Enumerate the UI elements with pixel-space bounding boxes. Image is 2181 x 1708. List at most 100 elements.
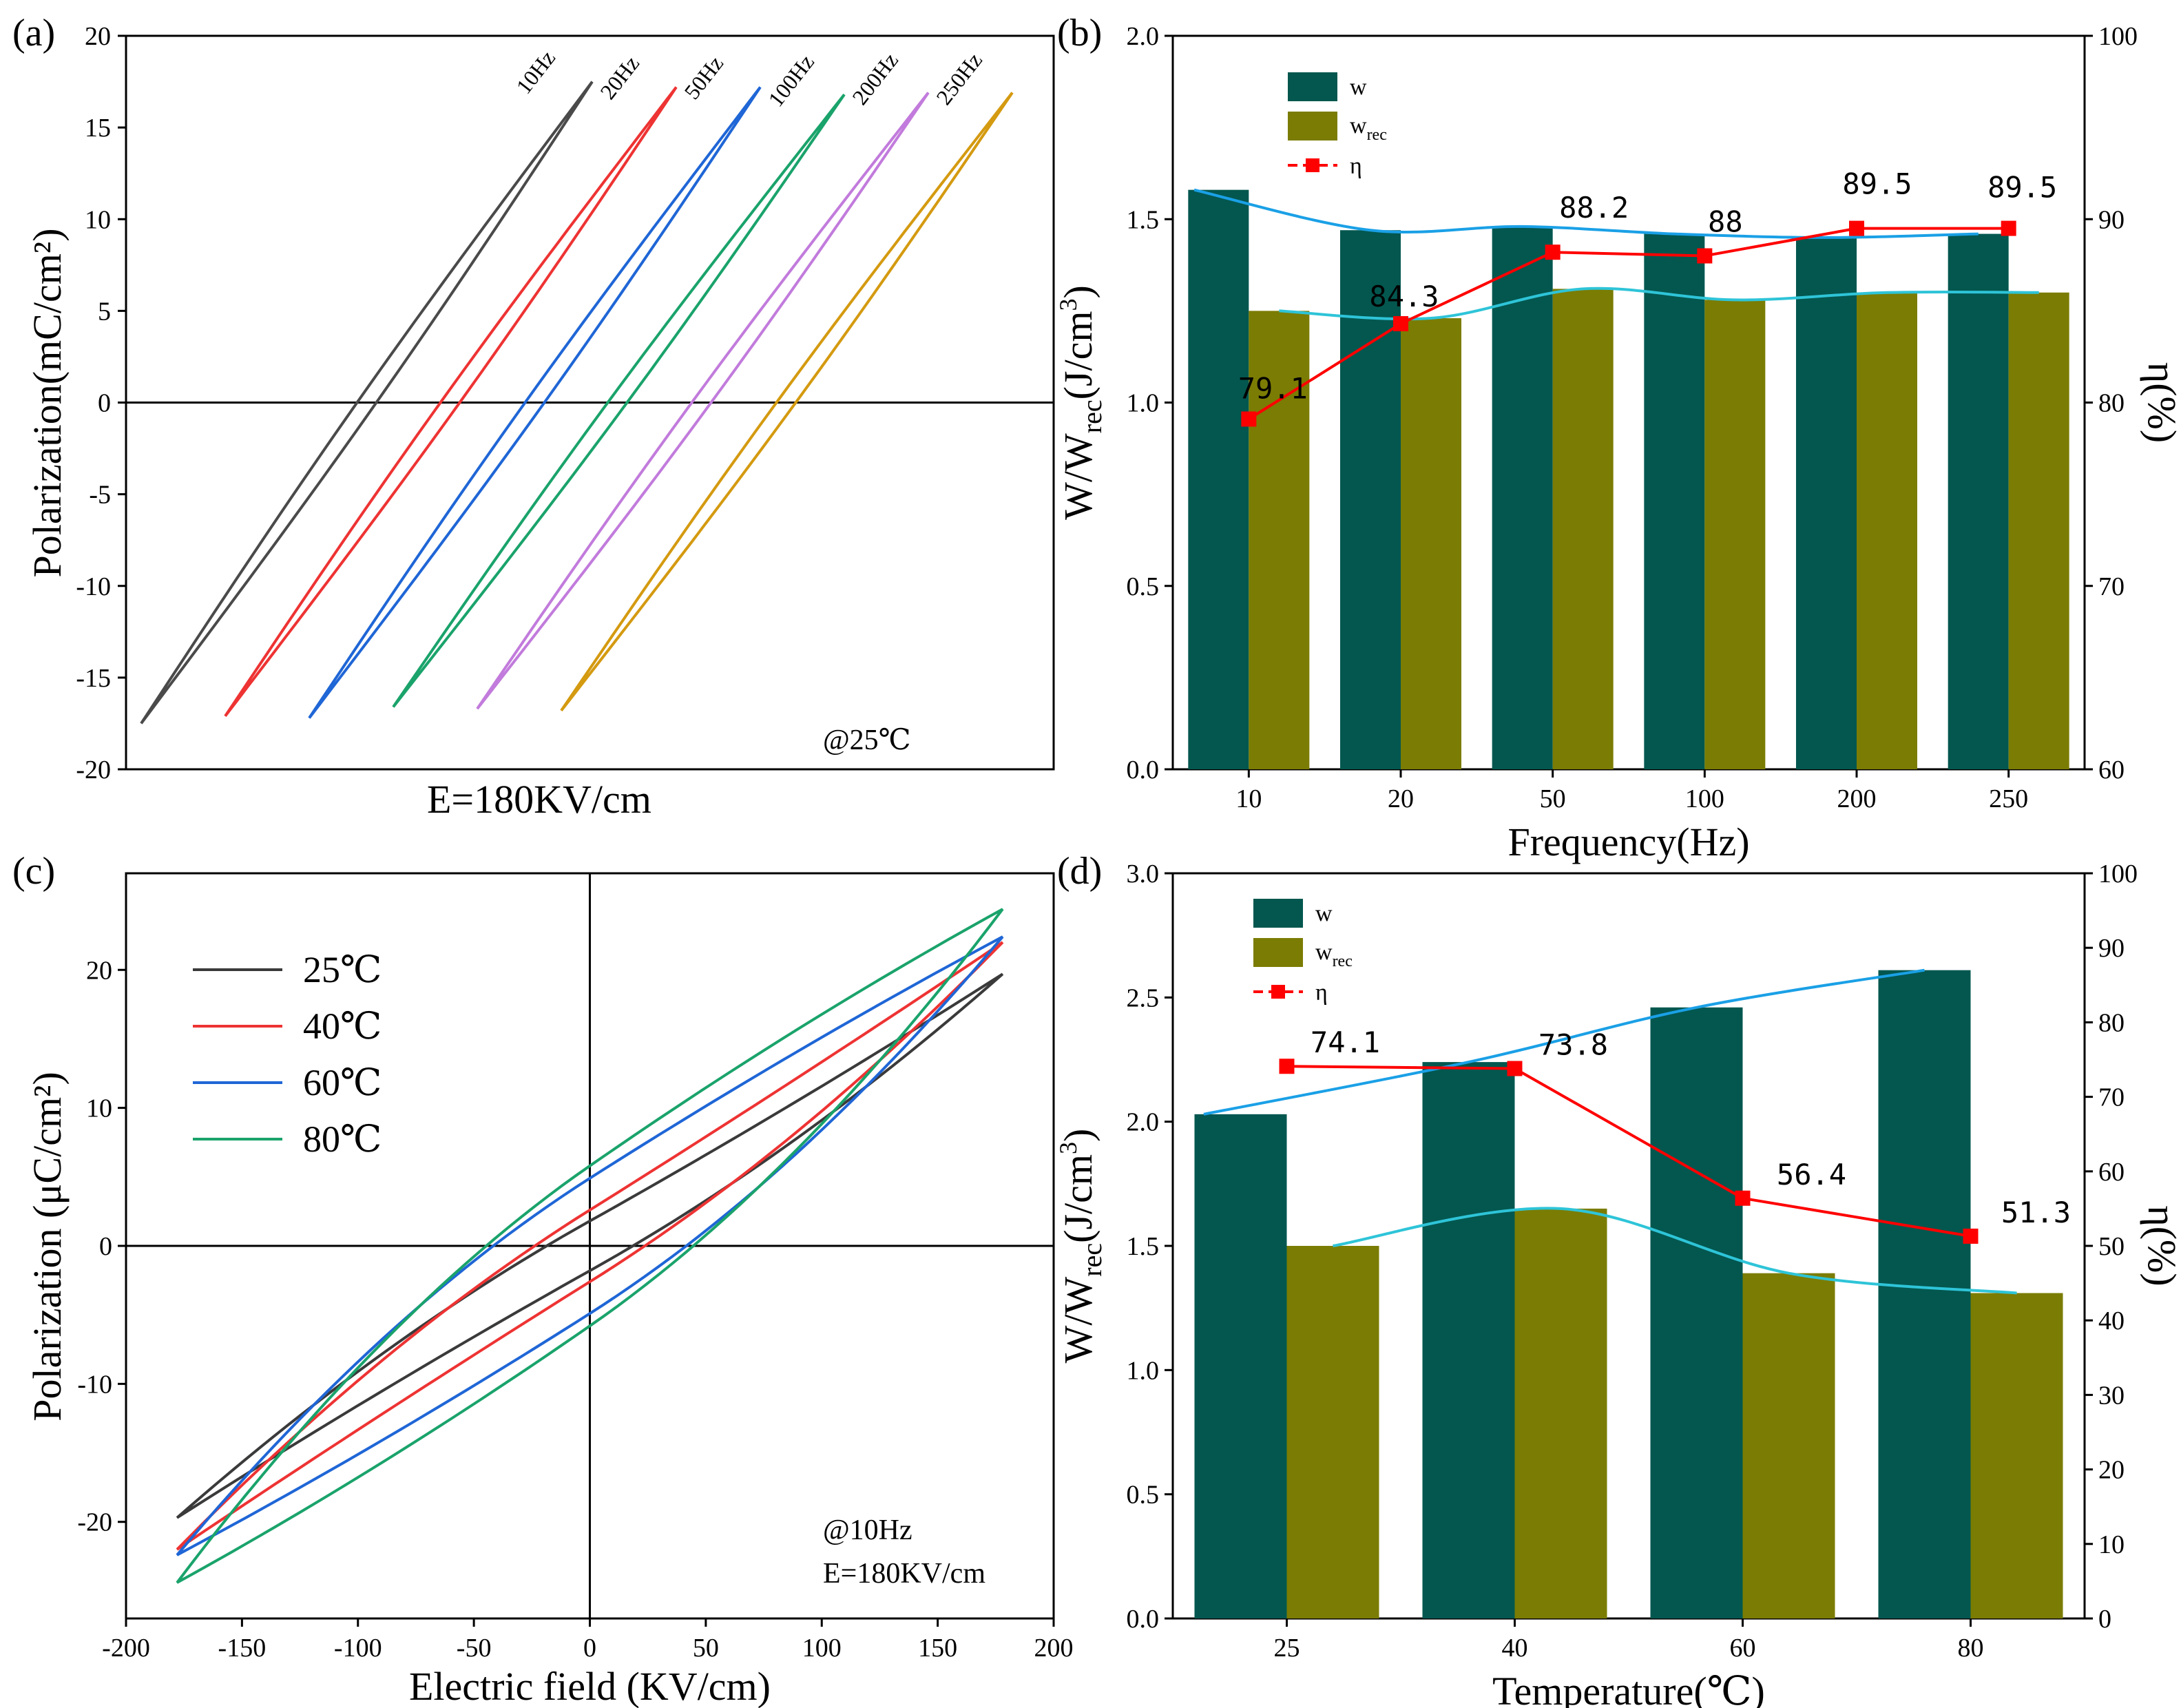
legend-swatch-wrec [1253,938,1303,967]
bar-wrec [1514,1208,1607,1618]
eta-point [2001,220,2016,236]
frequency-label: 250Hz [931,48,987,109]
panel-a: 20 15 10 5 0 -5 -10 -15 -20 (a) E=180KV/cm Polariza… [12,12,1055,822]
y2-tick-label: 50 [2098,1232,2125,1261]
x-tick-label: 50 [1540,784,1566,813]
y2-tick-label: 20 [2098,1456,2125,1485]
y2-tick-label: 90 [2098,205,2125,234]
y-tick-label: 0.5 [1127,572,1160,601]
x-axis-title: Temperature(℃) [1492,1669,1765,1708]
eta-point [1507,1061,1523,1076]
legend-sub: rec [1333,952,1353,970]
eta-data-label: 88 [1708,205,1743,239]
y-axis-title: W/Wrec(J/cm3) [1054,1129,1107,1364]
y-tick-label: 10 [85,205,111,234]
x-tick-label: 200 [1837,784,1877,813]
bar-w [1796,237,1857,769]
bar-w [1650,1007,1743,1618]
y-axis-title-part: W/W [1056,433,1100,520]
hysteresis-loop [308,86,762,719]
legend-label-eta: η [1350,154,1362,179]
eta-data-label: 89.5 [1842,167,1912,201]
x-tick-label: 20 [1388,784,1414,813]
y-tick-label: -20 [77,1508,112,1537]
bar-wrec [1704,300,1766,769]
y-tick-label: 20 [86,956,112,985]
eta-line [1286,1065,1971,1238]
eta-data-label: 73.8 [1538,1028,1608,1061]
pe-loop [176,908,1004,1584]
hysteresis-loop [560,92,1014,712]
hysteresis-loop [476,92,930,710]
bar-w [1878,970,1971,1618]
y-axis-title-part: rec [1076,1243,1107,1277]
y2-axis-title: η(%) [2140,1205,2181,1286]
x-tick-label: 50 [693,1634,719,1663]
legend-label: 40℃ [303,1006,382,1047]
y2-tick-label: 80 [2098,1008,2125,1037]
eta-point [1279,1059,1295,1074]
eta-point [1545,244,1561,260]
x-tick-label: -100 [334,1634,382,1663]
hysteresis-loop [392,93,846,708]
x-tick-label: 40 [1502,1634,1528,1663]
y2-tick-label: 90 [2098,934,2125,963]
y-tick-label: 15 [85,114,111,143]
x-axis-title: Electric field (KV/cm) [409,1664,771,1708]
bar-w [1188,189,1249,769]
y2-tick-label: 70 [2098,1083,2125,1112]
eta-data-label: 79.1 [1238,371,1308,405]
legend-label: 80℃ [303,1118,382,1160]
y-tick-label: 0.5 [1127,1481,1160,1510]
y2-tick-label: 100 [2098,22,2138,51]
annotation: @25℃ [823,725,911,756]
legend-label-w: w [1350,74,1367,100]
plot-frame [1171,34,2086,771]
x-tick-label: 200 [1034,1634,1074,1663]
x-tick-label: 60 [1730,1634,1756,1663]
bar-w [1422,1062,1515,1618]
y2-tick-label: 0 [2098,1605,2111,1634]
frequency-label: 20Hz [595,51,644,104]
legend-label-w: w [1315,901,1333,926]
y-axis-title-part: ) [1056,1129,1100,1142]
hysteresis-loop [224,86,678,718]
panel-label: (b) [1057,12,1102,54]
legend-label: 25℃ [303,949,382,990]
bar-w [1194,1114,1287,1618]
y2-tick-label: 80 [2098,389,2125,418]
x-tick-label: 80 [1958,1634,1984,1663]
bar-w [1948,233,2009,769]
y-tick-label: 1.5 [1127,205,1160,234]
frequency-label: 100Hz [763,50,819,111]
y2-tick-label: 30 [2098,1381,2125,1410]
y-tick-label: -10 [77,1370,112,1399]
y-axis-title: Polarization(mC/cm²) [25,228,70,577]
y2-tick-label: 100 [2098,860,2138,888]
x-tick-label: -50 [457,1634,492,1663]
x-axis-title: Frequency(Hz) [1507,820,1749,864]
hysteresis-loop [140,81,594,725]
panel-d: 25 40 60 80 0.0 0.5 1.0 1.5 2.0 2.5 3.0 0 10 20 30 40 50… [1054,850,2181,1708]
y-tick-label: 0 [98,389,111,418]
eta-point [1393,316,1408,332]
eta-data-label: 51.3 [2001,1196,2071,1229]
frequency-label: 10Hz [511,45,560,98]
frequency-label: 50Hz [679,51,728,104]
y-axis-title: W/Wrec(J/cm3) [1054,285,1107,520]
y-tick-label: 0.0 [1127,1605,1160,1634]
x-axis-title: E=180KV/cm [427,777,651,822]
y-tick-label: 0 [99,1232,112,1261]
annotation-freq: @10Hz [823,1514,912,1546]
x-tick-label: 150 [918,1634,957,1663]
y-tick-label: -10 [76,572,111,601]
y-tick-label: 20 [85,22,111,51]
panel-b: 10 20 50 100 200 250 0.0 0.5 1.0 1.5 2.0 60 70 80 90 10… [1054,12,2181,864]
x-tick-label: -200 [102,1634,150,1663]
eta-line [1248,227,2009,421]
y-tick-label: -20 [76,756,111,784]
y-tick-label: 2.0 [1127,1108,1160,1137]
y2-tick-label: 60 [2098,1158,2125,1187]
trend-w [1193,188,1979,239]
